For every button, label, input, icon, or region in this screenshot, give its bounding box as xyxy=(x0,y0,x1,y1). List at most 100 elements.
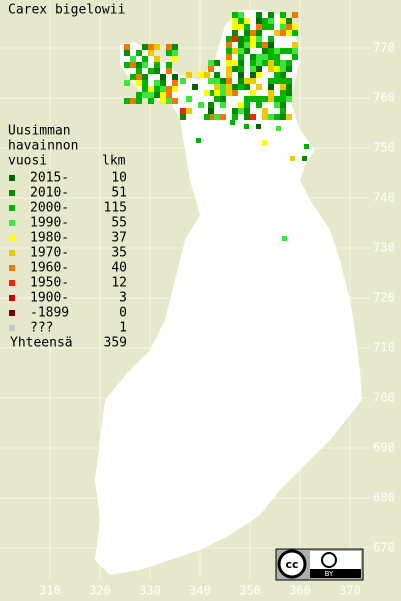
observation xyxy=(232,24,238,30)
observation xyxy=(148,68,154,74)
observation xyxy=(154,62,160,68)
observation xyxy=(196,138,201,143)
observation xyxy=(268,12,274,18)
observation xyxy=(160,98,166,104)
legend-count: 51 xyxy=(111,186,127,201)
observation xyxy=(290,156,295,161)
observation xyxy=(172,50,178,56)
legend-label: 1980- xyxy=(30,231,69,246)
observation xyxy=(244,30,250,36)
observation xyxy=(136,98,142,104)
observation xyxy=(244,108,250,114)
observation xyxy=(268,66,274,72)
observation xyxy=(238,60,244,66)
observation xyxy=(166,92,172,98)
observation xyxy=(214,90,220,96)
legend-swatch xyxy=(9,310,15,316)
observation xyxy=(292,54,298,60)
observation xyxy=(226,84,232,90)
legend-heading: havainnon xyxy=(8,139,78,154)
observation xyxy=(172,86,178,92)
legend-swatch xyxy=(9,190,15,196)
observation xyxy=(180,114,186,120)
observation xyxy=(166,68,172,74)
legend-count: 10 xyxy=(111,171,127,186)
observation xyxy=(292,24,298,30)
observation xyxy=(186,108,192,114)
observation xyxy=(250,90,256,96)
observation xyxy=(244,102,250,108)
observation xyxy=(262,42,268,48)
observation xyxy=(244,24,250,30)
y-label: 740 xyxy=(373,191,395,205)
legend-label: 2015- xyxy=(30,171,69,186)
observation xyxy=(256,36,262,42)
legend-swatch xyxy=(9,175,15,181)
observation xyxy=(154,80,160,86)
observation xyxy=(280,66,286,72)
observation xyxy=(250,78,256,84)
y-label: 670 xyxy=(373,541,395,555)
observation xyxy=(208,108,214,114)
observations xyxy=(124,12,309,241)
observation xyxy=(274,66,280,72)
observation xyxy=(208,102,214,108)
observation xyxy=(262,60,268,66)
cc-icon: cc xyxy=(285,558,298,571)
total-label: Yhteensä xyxy=(10,336,73,351)
legend-label: 1900- xyxy=(30,291,69,306)
observation xyxy=(280,102,286,108)
observation xyxy=(186,72,192,78)
legend-count: 3 xyxy=(119,291,127,306)
observation xyxy=(160,74,166,80)
legend-count: 37 xyxy=(111,231,127,246)
observation xyxy=(286,90,292,96)
observation xyxy=(166,44,172,50)
observation xyxy=(214,72,220,78)
x-label: 320 xyxy=(89,584,111,598)
observation xyxy=(160,86,166,92)
observation xyxy=(244,96,250,102)
observation xyxy=(274,48,280,54)
observation xyxy=(244,78,250,84)
observation xyxy=(232,84,238,90)
observation xyxy=(280,90,286,96)
observation xyxy=(302,156,307,161)
observation xyxy=(166,50,172,56)
observation xyxy=(148,92,154,98)
observation xyxy=(208,60,214,66)
observation xyxy=(166,86,172,92)
observation xyxy=(214,78,220,84)
observation xyxy=(166,98,172,104)
observation xyxy=(232,48,238,54)
observation xyxy=(142,62,148,68)
observation xyxy=(154,56,160,62)
observation xyxy=(238,84,244,90)
legend-label: 1960- xyxy=(30,261,69,276)
observation xyxy=(160,80,166,86)
observation xyxy=(256,72,262,78)
observation xyxy=(286,96,292,102)
observation xyxy=(256,54,262,60)
observation xyxy=(232,60,238,66)
observation xyxy=(192,84,198,90)
observation xyxy=(180,108,186,114)
observation xyxy=(286,60,292,66)
observation xyxy=(268,96,274,102)
observation xyxy=(220,96,226,102)
observation xyxy=(286,18,292,24)
observation xyxy=(148,50,154,56)
observation xyxy=(154,68,160,74)
observation xyxy=(256,124,261,129)
observation xyxy=(166,62,172,68)
observation xyxy=(208,78,214,84)
observation xyxy=(268,24,274,30)
observation xyxy=(204,90,210,96)
observation xyxy=(256,30,262,36)
x-label: 310 xyxy=(39,584,61,598)
observation xyxy=(250,30,256,36)
observation xyxy=(124,80,130,86)
observation xyxy=(262,114,268,120)
x-label: 360 xyxy=(289,584,311,598)
observation xyxy=(238,24,244,30)
